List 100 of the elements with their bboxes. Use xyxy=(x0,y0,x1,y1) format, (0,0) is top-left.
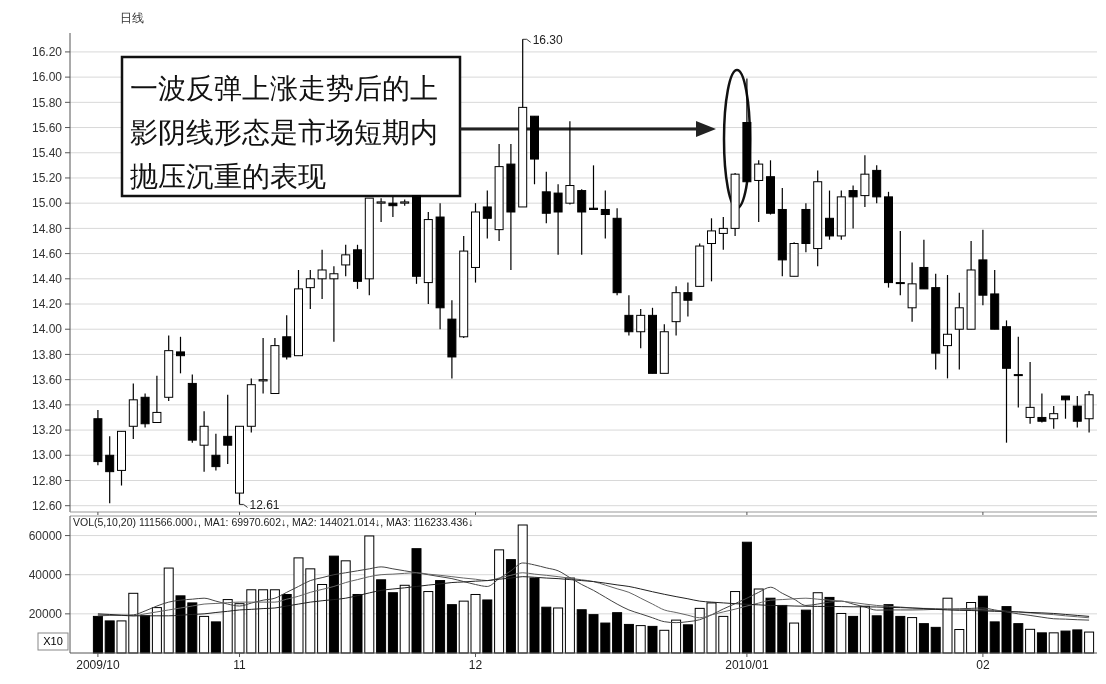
y-tick-label: 60000 xyxy=(28,528,63,543)
y-tick-label: 40000 xyxy=(28,567,63,582)
y-tick-label: 12.60 xyxy=(31,498,63,513)
candlestick xyxy=(258,337,268,395)
bar xyxy=(907,617,918,654)
y-tick-label: 13.20 xyxy=(31,423,63,438)
candlestick xyxy=(848,184,858,229)
candlestick xyxy=(565,120,575,206)
candlestick xyxy=(954,292,964,371)
bar xyxy=(151,607,162,654)
bar xyxy=(317,584,328,654)
candlestick xyxy=(388,196,398,218)
y-tick-label: 15.80 xyxy=(31,95,63,110)
y-tick-label: 15.40 xyxy=(31,145,63,160)
bar xyxy=(789,622,800,654)
bar xyxy=(328,555,339,654)
y-tick-label: 15.60 xyxy=(31,120,63,135)
candlestick xyxy=(223,394,233,465)
bar xyxy=(494,549,505,654)
bar xyxy=(258,589,269,654)
bar xyxy=(199,615,210,654)
bar xyxy=(682,624,693,654)
y-tick-label: 13.60 xyxy=(31,372,63,387)
bar xyxy=(800,609,811,654)
candlestick xyxy=(624,294,634,337)
candlestick xyxy=(907,261,917,323)
bar xyxy=(1084,631,1095,654)
bar xyxy=(1036,632,1047,654)
bar xyxy=(848,615,859,654)
bar xyxy=(210,621,221,654)
candlestick xyxy=(105,435,115,504)
bar xyxy=(741,541,752,654)
annotation: 一波反弹上涨走势后的上影阴线形态是市场短期内抛压沉重的表现 xyxy=(130,73,438,192)
y-tick-label: 13.80 xyxy=(31,347,63,362)
y-tick-label: 14.60 xyxy=(31,246,63,261)
bar xyxy=(730,591,741,654)
candlestick xyxy=(577,188,587,256)
bar xyxy=(623,623,634,654)
bar xyxy=(140,615,151,654)
chart-subtitle: 日线 xyxy=(120,11,144,25)
candlestick xyxy=(553,183,563,256)
candlestick xyxy=(341,244,351,277)
bar xyxy=(387,592,398,654)
y-axis-title: X10 xyxy=(43,635,63,648)
bar xyxy=(92,615,103,654)
candlestick xyxy=(600,189,610,240)
bar xyxy=(564,577,575,654)
candlestick xyxy=(754,159,764,223)
candlestick xyxy=(589,164,598,211)
candlestick xyxy=(707,217,716,282)
bar xyxy=(859,605,870,654)
bar xyxy=(918,623,929,654)
candlestick xyxy=(919,239,929,290)
y-tick-label: 20000 xyxy=(28,607,63,622)
y-tick-label: 14.00 xyxy=(31,322,63,337)
candlestick xyxy=(1037,392,1047,424)
x-tick-label: 02 xyxy=(976,658,990,672)
bar xyxy=(612,612,623,654)
candlestick xyxy=(482,189,492,240)
candlestick xyxy=(683,281,693,318)
candlestick xyxy=(895,230,905,296)
candlestick xyxy=(1025,361,1035,425)
y-tick-label: 12.80 xyxy=(31,473,63,488)
x-tick-label: 2009/10 xyxy=(76,658,120,672)
candlestick xyxy=(199,410,209,473)
y-tick-label: 16.20 xyxy=(31,45,63,60)
annotation: 12.61 xyxy=(249,497,280,512)
chart-title: VOL(5,10,20) 111566.000↓, MA1: 69970.602↓, MA2: 144021.014↓, MA3: 116233.436↓ xyxy=(73,516,474,528)
candlestick xyxy=(825,189,834,241)
bar xyxy=(376,579,387,654)
bar xyxy=(435,580,446,654)
x-tick-label: 2010/01 xyxy=(725,658,769,672)
candlestick xyxy=(1049,405,1059,430)
y-tick-label: 13.40 xyxy=(31,398,63,413)
candlestick xyxy=(305,269,315,310)
bar xyxy=(1025,628,1036,654)
annotation: 16.30 xyxy=(532,32,564,47)
y-tick-label: 13.00 xyxy=(31,448,63,463)
candlestick xyxy=(1013,336,1023,408)
bar xyxy=(966,602,977,654)
candlestick xyxy=(1084,390,1094,434)
y-tick-label: 14.80 xyxy=(31,221,63,236)
candlestick xyxy=(1072,395,1082,429)
bar xyxy=(553,607,564,654)
bar xyxy=(269,589,280,654)
y-tick-label: 14.20 xyxy=(31,297,63,312)
y-tick-label: 16.00 xyxy=(31,70,63,85)
bar xyxy=(977,595,988,654)
candlestick xyxy=(329,265,339,343)
candlestick xyxy=(860,154,870,208)
candlestick xyxy=(317,249,327,300)
y-tick-label: 15.20 xyxy=(31,171,63,186)
y-tick-label: 15.00 xyxy=(31,196,63,211)
candlestick xyxy=(282,314,292,361)
candlestick xyxy=(152,375,162,424)
bar xyxy=(446,604,457,654)
x-tick-label: 11 xyxy=(233,658,247,672)
candlestick xyxy=(718,216,728,251)
bar xyxy=(671,619,682,654)
candlestick xyxy=(943,274,952,379)
